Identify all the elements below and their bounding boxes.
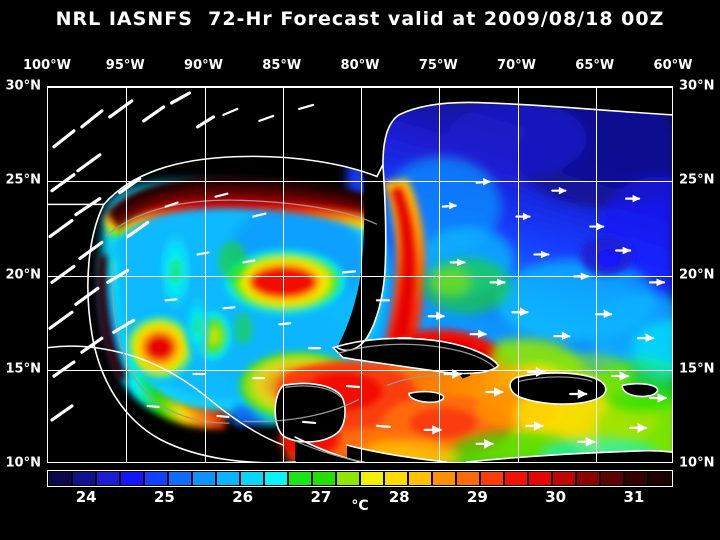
colorbar-tick-label: 25 (153, 488, 175, 506)
lat-tick-label: 25°N (679, 172, 715, 188)
sst-field (48, 87, 672, 462)
colorbar-swatch (505, 472, 527, 485)
chart-title: NRL IASNFS 72-Hr Forecast valid at 2009/… (55, 8, 665, 30)
longitude-axis: 100°W 95°W 90°W 85°W 80°W 75°W 70°W 65°W 60°W (23, 58, 692, 74)
colorbar-swatch (289, 472, 311, 485)
colorbar-swatch (361, 472, 383, 485)
colorbar-tick-label: 26 (232, 488, 254, 506)
colorbar-tick-label: 30 (545, 488, 567, 506)
colorbar-swatch (121, 472, 143, 485)
colorbar-tick-labels: 24 25 26 27 28 29 30 31 (47, 488, 673, 508)
colorbar-swatch (241, 472, 263, 485)
lon-tick-label: 90°W (184, 58, 223, 73)
colorbar-swatch (169, 472, 191, 485)
lat-tick-label: 30°N (679, 78, 715, 94)
colorbar-swatch (481, 472, 503, 485)
colorbar-tick-label: 31 (623, 488, 645, 506)
colorbar-swatch (649, 472, 671, 485)
colorbar-swatch (49, 472, 71, 485)
colorbar-swatch (193, 472, 215, 485)
colorbar-swatch (265, 472, 287, 485)
colorbar-swatch (457, 472, 479, 485)
colorbar-swatch (433, 472, 455, 485)
latitude-axis-left: 30°N 25°N 20°N 15°N 10°N (0, 79, 44, 471)
colorbar-swatch (97, 472, 119, 485)
colorbar-tick-label: 27 (310, 488, 332, 506)
lon-tick-label: 85°W (262, 58, 302, 73)
colorbar-swatch (385, 472, 407, 485)
colorbar-tick-label: 28 (388, 488, 410, 506)
colorbar-swatch (337, 472, 359, 485)
colorbar-tick-label: 24 (75, 488, 97, 506)
colorbar-tick-label: 29 (466, 488, 488, 506)
lat-tick-label: 15°N (5, 361, 41, 377)
lon-tick-label: 60°W (653, 58, 693, 73)
colorbar-swatch (601, 472, 623, 485)
lat-tick-label: 10°N (5, 455, 41, 471)
lon-tick-label: 65°W (575, 58, 615, 73)
colorbar: 24 25 26 27 28 29 30 31 (47, 470, 673, 508)
lat-tick-label: 25°N (5, 172, 41, 188)
latitude-axis-right: 30°N 25°N 20°N 15°N 10°N (676, 79, 720, 471)
lat-tick-label: 20°N (679, 267, 715, 282)
colorbar-swatch (217, 472, 239, 485)
colorbar-swatch (625, 472, 647, 485)
lon-tick-label: 70°W (497, 58, 536, 73)
colorbar-swatches (47, 470, 673, 487)
colorbar-units-label: °C (351, 498, 369, 514)
lat-tick-label: 30°N (5, 78, 41, 94)
map-plot-area: T100 (47, 86, 673, 463)
colorbar-swatch (553, 472, 575, 485)
lat-tick-label: 20°N (5, 267, 41, 282)
lon-tick-label: 100°W (23, 58, 71, 73)
colorbar-swatch (145, 472, 167, 485)
lon-tick-label: 95°W (105, 58, 145, 73)
colorbar-swatch (313, 472, 335, 485)
colorbar-swatch (529, 472, 551, 485)
lat-tick-label: 10°N (679, 455, 715, 471)
colorbar-swatch (73, 472, 95, 485)
colorbar-swatch (409, 472, 431, 485)
lat-tick-label: 15°N (679, 361, 715, 377)
lon-tick-label: 75°W (418, 58, 458, 73)
lon-tick-label: 80°W (340, 58, 380, 73)
colorbar-swatch (577, 472, 599, 485)
